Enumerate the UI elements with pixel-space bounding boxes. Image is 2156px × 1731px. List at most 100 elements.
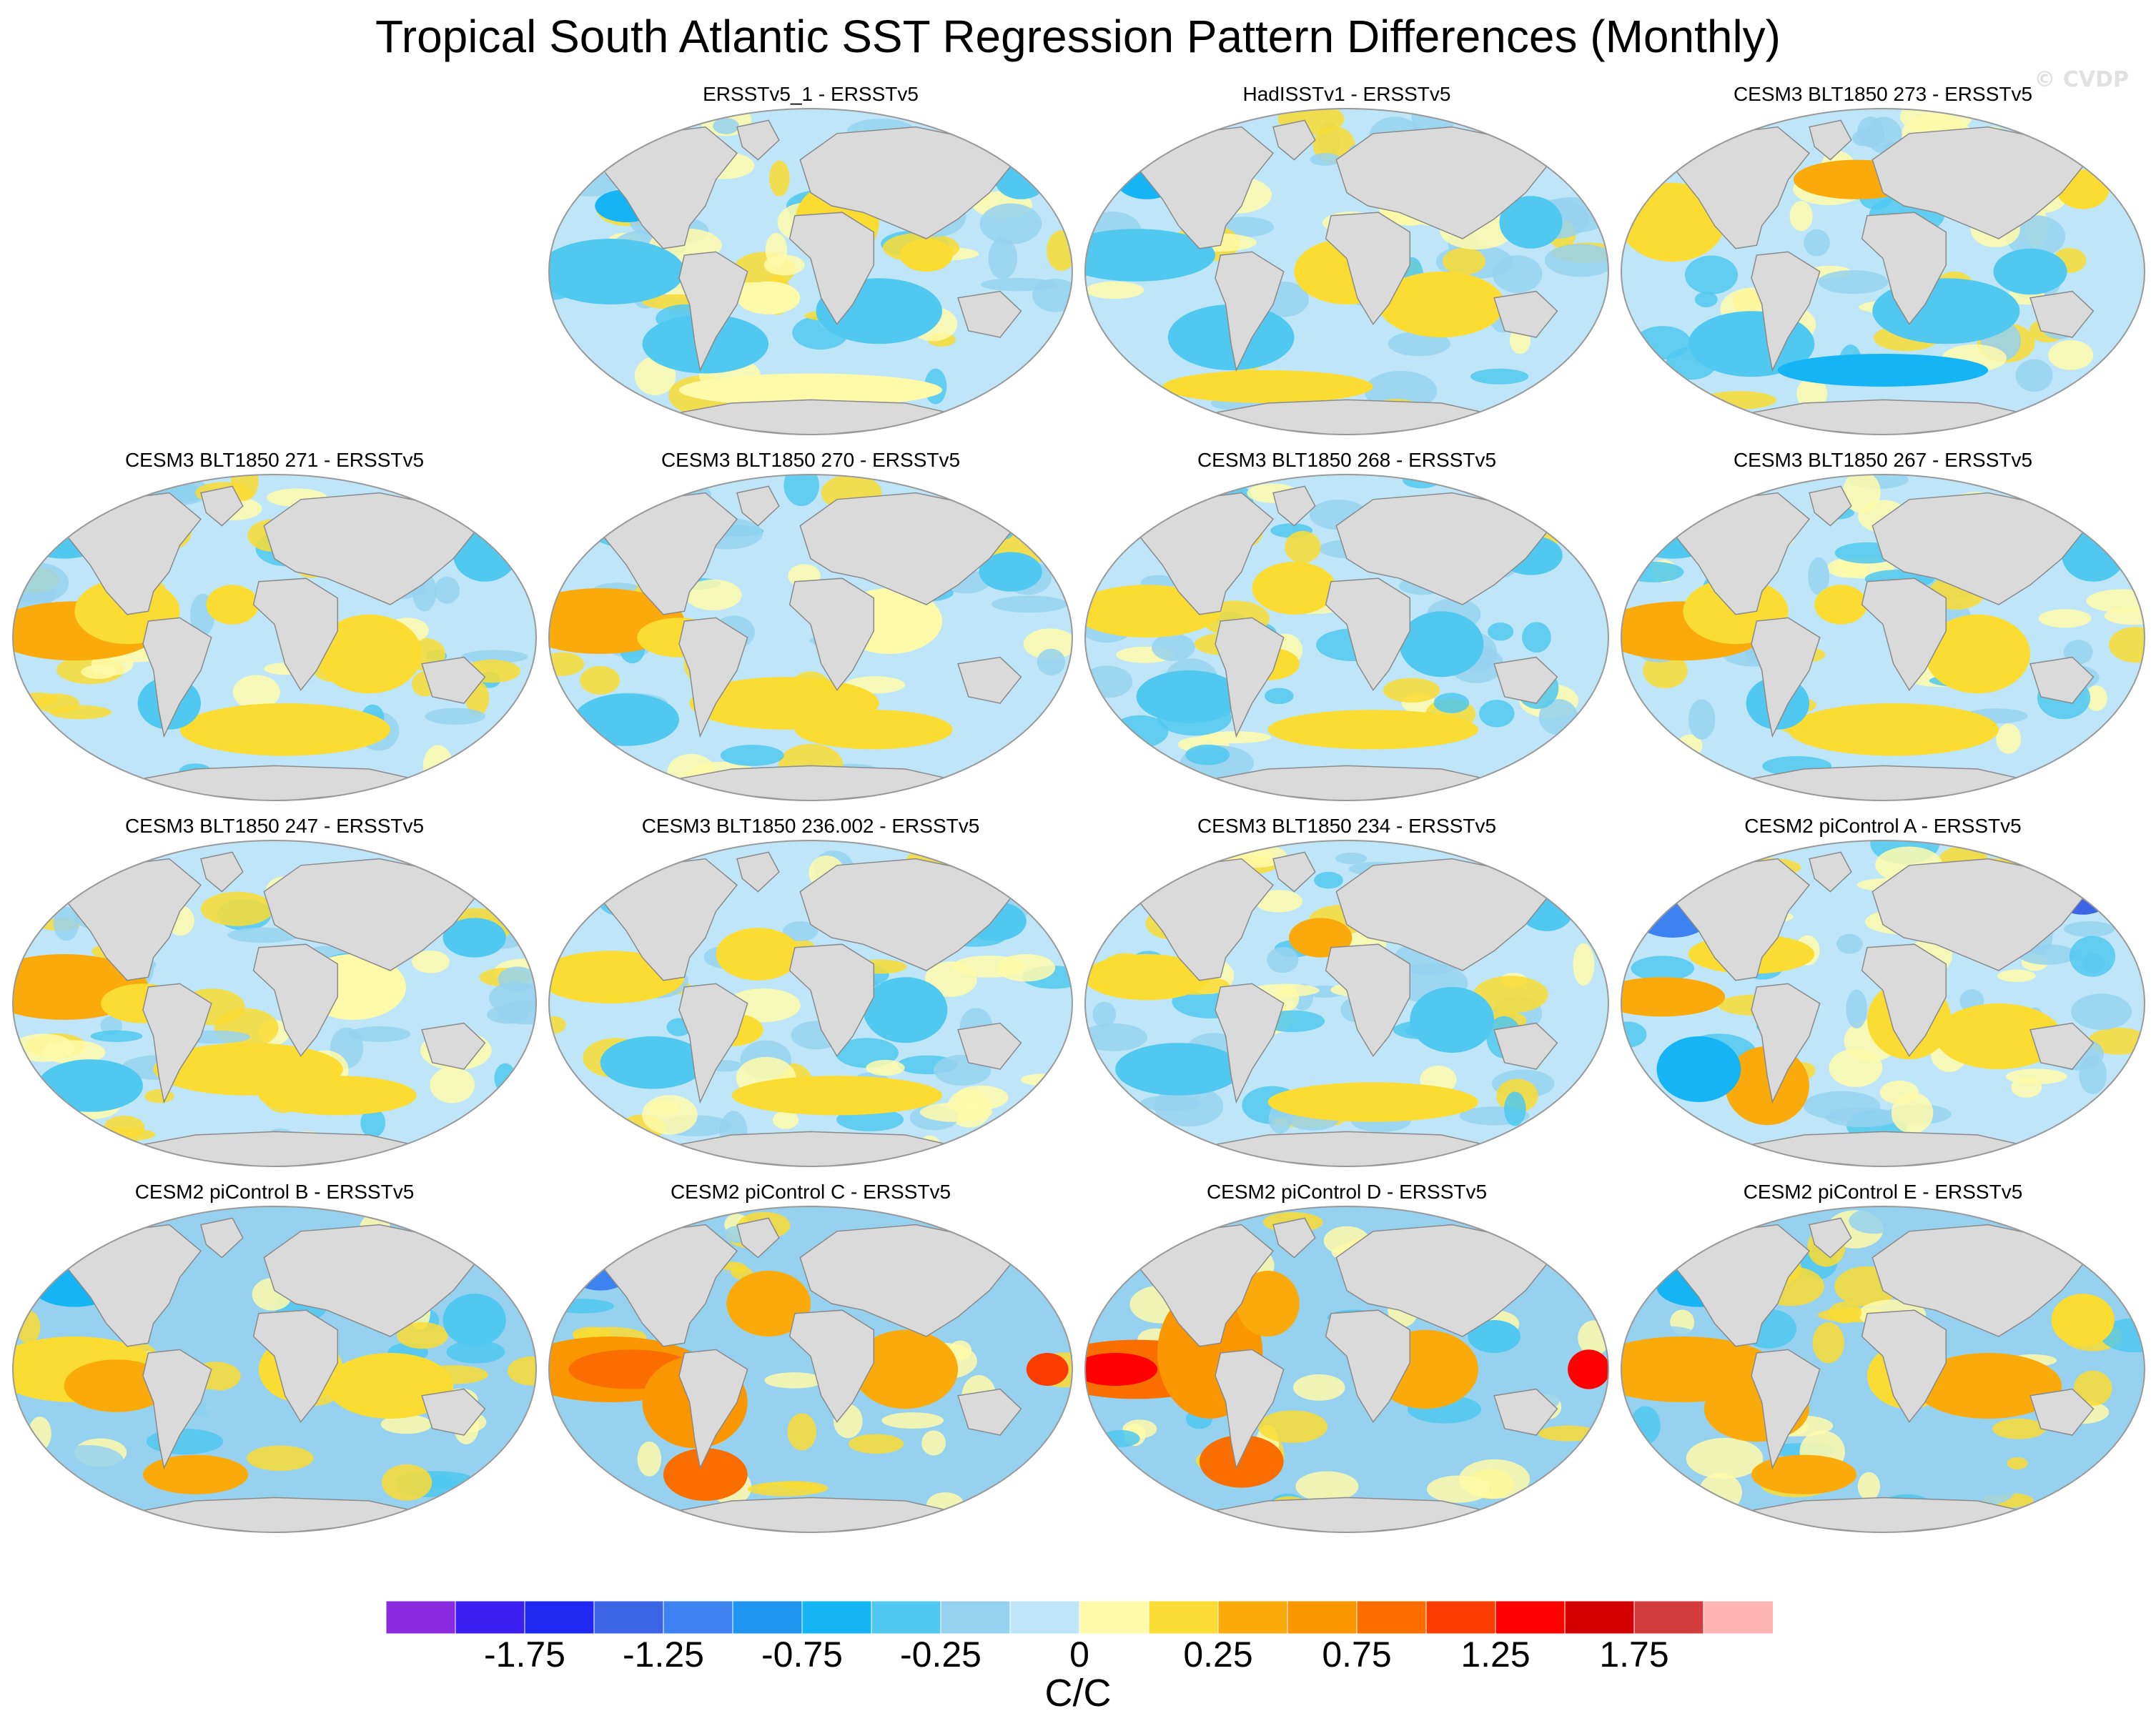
world-map (548, 840, 1073, 1167)
land-mass (678, 1349, 748, 1470)
land-mass (1751, 1349, 1821, 1470)
land-mass (142, 983, 212, 1104)
land-mass (1135, 492, 1275, 615)
sst-anomaly-cell (1267, 946, 1299, 973)
sst-anomaly-region (143, 1454, 249, 1494)
sst-anomaly-region (663, 1448, 748, 1501)
sst-anomaly-cell (764, 1372, 824, 1389)
sst-anomaly-cell (642, 1095, 698, 1135)
sst-anomaly-region (1267, 710, 1478, 750)
land-mass (2029, 656, 2095, 704)
sst-anomaly-region (1777, 354, 1989, 387)
sst-anomaly-cell (104, 1115, 145, 1139)
sst-anomaly-cell (1544, 244, 1608, 277)
land-mass (1751, 617, 1821, 738)
sst-anomaly-cell (2071, 993, 2132, 1030)
land-mass (200, 485, 244, 527)
sst-anomaly-cell (1504, 1091, 1526, 1126)
sst-anomaly-region (1252, 562, 1337, 615)
colorbar-bin (1356, 1601, 1427, 1634)
land-mass (1493, 656, 1558, 704)
sst-anomaly-cell (782, 921, 819, 941)
colorbar-bin (1217, 1601, 1288, 1634)
panel-title: HadISSTv1 - ERSSTv5 (1242, 83, 1451, 105)
colorbar-bin (1495, 1601, 1566, 1634)
map-panel: CESM3 BLT1850 247 - ERSSTv5 (11, 815, 538, 1172)
land-mass (1809, 1217, 1852, 1259)
sst-anomaly-cell (2005, 215, 2066, 258)
sst-anomaly-cell (991, 595, 1068, 613)
sst-anomaly-region (549, 239, 685, 304)
land-mass (421, 1388, 486, 1436)
land-mass (1871, 858, 2084, 971)
sst-anomaly-cell (1321, 1206, 1342, 1222)
land-mass (1861, 1309, 1947, 1423)
colorbar-bin (524, 1601, 595, 1634)
land-mass (678, 617, 748, 738)
sst-anomaly-cell (2104, 607, 2145, 625)
sst-anomaly-cell (979, 203, 1042, 244)
map-panel: CESM2 piControl D - ERSSTv5 (1084, 1181, 1610, 1538)
sst-anomaly-cell (1952, 1479, 2026, 1496)
colorbar-bin (1148, 1601, 1219, 1634)
land-mass (1272, 119, 1316, 161)
colorbar-bin (1079, 1601, 1149, 1634)
sst-anomaly-cell (1111, 715, 1169, 748)
sst-anomaly-region (731, 1076, 942, 1116)
sst-anomaly-cell (597, 1422, 618, 1459)
land-mass (736, 119, 780, 161)
sst-anomaly-region (679, 373, 942, 407)
sst-anomaly-cell (1295, 1471, 1359, 1502)
sst-anomaly-cell (1492, 255, 1543, 293)
panel-title: CESM3 BLT1850 270 - ERSSTv5 (661, 449, 961, 471)
land-mass (1671, 858, 1811, 981)
colorbar-bin (732, 1601, 803, 1634)
sst-anomaly-cell (1847, 1386, 1878, 1402)
land-mass (1272, 1217, 1316, 1259)
sst-anomaly-cell (144, 1089, 174, 1103)
land-mass (957, 656, 1022, 704)
sst-anomaly-cell (412, 950, 450, 973)
sst-anomaly-cell (580, 665, 620, 695)
sst-anomaly-cell (1488, 623, 1514, 641)
land-mass (1861, 212, 1947, 325)
sst-anomaly-cell (747, 1482, 823, 1497)
world-map (1621, 474, 2145, 801)
sst-anomaly-cell (1996, 723, 2022, 754)
world-map (1621, 1206, 2145, 1533)
map-panel: CESM3 BLT1850 271 - ERSSTv5 (11, 449, 538, 806)
land-mass (1671, 1224, 1811, 1347)
sst-anomaly-region (726, 1271, 811, 1336)
world-map (12, 1206, 537, 1533)
panel-title: CESM2 piControl E - ERSSTv5 (1743, 1181, 2023, 1203)
sst-anomaly-region (1914, 1353, 2062, 1419)
map-panel: HadISSTv1 - ERSSTv5 (1084, 83, 1610, 440)
land-mass (2029, 1388, 2095, 1436)
map-boundary (1621, 1206, 2145, 1533)
sst-anomaly-cell (2048, 339, 2094, 370)
sst-anomaly-cell (1313, 871, 1343, 889)
sst-anomaly-region (1656, 1036, 1741, 1102)
map-panel: CESM2 piControl A - ERSSTv5 (1620, 815, 2146, 1172)
land-mass (1493, 1388, 1558, 1436)
panel-title: ERSSTv5_1 - ERSSTv5 (703, 83, 919, 105)
sst-anomaly-cell (772, 1111, 799, 1129)
map-panel: CESM2 piControl C - ERSSTv5 (548, 1181, 1074, 1538)
land-mass (1335, 492, 1548, 605)
map-boundary (1084, 474, 1609, 801)
colorbar-tick-label: 0 (1069, 1635, 1089, 1675)
sst-anomaly-cell (1185, 744, 1230, 765)
sst-anomaly-cell (988, 237, 1018, 279)
sst-anomaly-region (1378, 272, 1505, 337)
colorbar-bin (1425, 1601, 1496, 1634)
sst-anomaly-region (1499, 196, 1563, 249)
land-mass (1272, 485, 1316, 527)
sst-anomaly-cell (1470, 368, 1529, 385)
sst-anomaly-region (258, 1076, 417, 1116)
sst-anomaly-cell (1796, 377, 1828, 410)
sst-anomaly-cell (434, 577, 460, 604)
sst-anomaly-cell (1997, 969, 2036, 982)
world-map (548, 474, 1073, 801)
sst-anomaly-cell (887, 1474, 911, 1491)
land-mass (599, 858, 738, 981)
